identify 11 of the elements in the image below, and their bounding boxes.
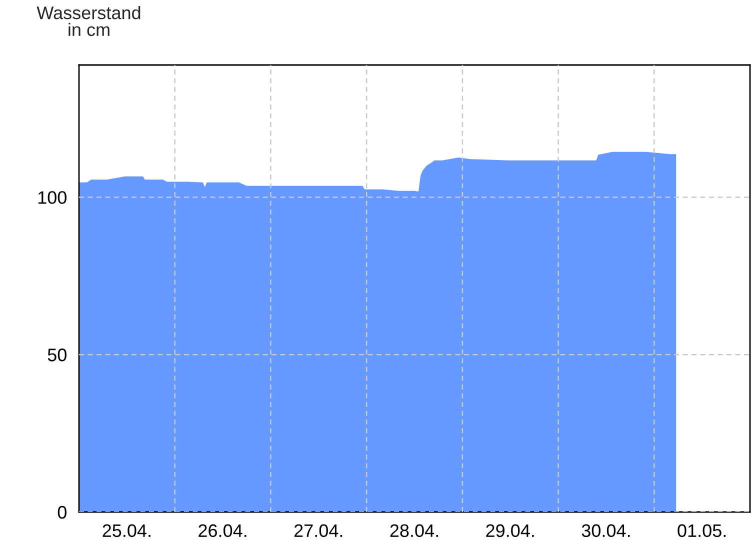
x-tick-label: 01.05. <box>678 524 726 538</box>
x-tick-label: 26.04. <box>198 524 246 538</box>
x-tick-label: 28.04. <box>390 524 438 538</box>
x-tick-label: 30.04. <box>582 524 630 538</box>
x-tick-label: 25.04. <box>102 524 150 538</box>
y-tick-label: 50 <box>48 348 66 362</box>
y-tick-label: 0 <box>58 506 66 519</box>
y-axis-title: Wasserstand in cm <box>36 6 140 36</box>
y-tick-label: 100 <box>38 191 66 204</box>
x-tick-label: 27.04. <box>294 524 342 538</box>
x-tick-label: 29.04. <box>486 524 534 538</box>
